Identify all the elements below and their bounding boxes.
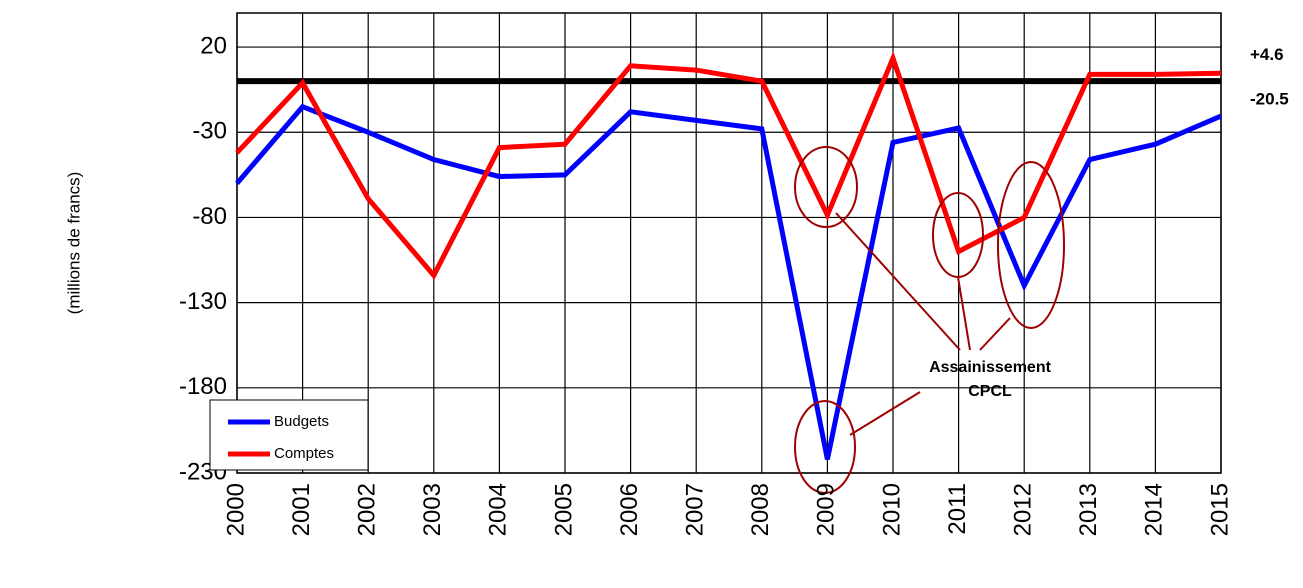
x-tick-label: 2009 xyxy=(813,483,840,536)
x-tick-label: 2002 xyxy=(354,483,381,536)
y-axis-label: (millions de francs) xyxy=(64,172,83,315)
legend-label: Budgets xyxy=(274,413,329,430)
x-tick-label: 2014 xyxy=(1141,483,1168,536)
x-tick-label: 2010 xyxy=(878,483,905,536)
x-tick-label: 2000 xyxy=(222,483,249,536)
x-tick-label: 2006 xyxy=(616,483,643,536)
x-tick-label: 2001 xyxy=(288,483,315,536)
annotation-shapes xyxy=(794,146,1065,494)
x-tick-label: 2003 xyxy=(419,483,446,536)
end-label: +4.6 xyxy=(1250,45,1284,64)
y-tick-label: 20 xyxy=(200,32,227,59)
x-tick-label: 2005 xyxy=(550,483,577,536)
x-tick-label: 2008 xyxy=(747,483,774,536)
x-tick-label: 2011 xyxy=(944,483,971,535)
end-label: -20.5 xyxy=(1250,90,1289,109)
x-tick-label: 2012 xyxy=(1010,483,1037,536)
x-tick-label: 2004 xyxy=(485,483,512,536)
y-tick-label: -130 xyxy=(179,288,227,315)
annotation-text: Assainissement xyxy=(929,359,1052,376)
series-line xyxy=(235,51,1222,280)
legend-box xyxy=(209,399,369,471)
y-tick-label: -30 xyxy=(192,118,227,145)
legend-label: Comptes xyxy=(274,445,334,462)
x-tick-label: 2007 xyxy=(682,483,709,536)
x-tick-label: 2013 xyxy=(1075,483,1102,536)
series-line xyxy=(235,103,1222,460)
x-tick-label: 2015 xyxy=(1206,483,1233,536)
y-tick-label: -80 xyxy=(192,203,227,230)
annotation-text: CPCL xyxy=(968,383,1012,400)
y-tick-label: -180 xyxy=(179,373,227,400)
